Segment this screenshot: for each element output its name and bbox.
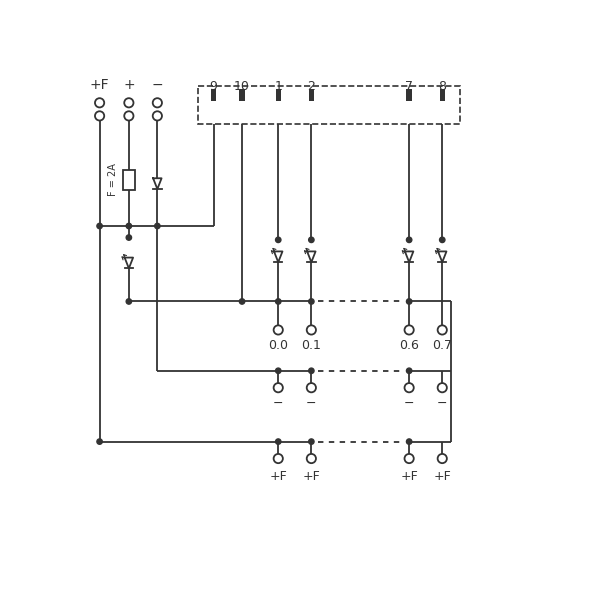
Text: 2: 2 <box>307 80 315 93</box>
Circle shape <box>126 223 131 229</box>
Circle shape <box>97 223 102 229</box>
Circle shape <box>437 454 447 463</box>
Circle shape <box>406 299 412 304</box>
Circle shape <box>275 439 281 444</box>
Circle shape <box>308 439 314 444</box>
Circle shape <box>275 237 281 242</box>
Circle shape <box>274 383 283 392</box>
Circle shape <box>406 439 412 444</box>
Circle shape <box>124 111 133 121</box>
Text: 0.6: 0.6 <box>399 339 419 352</box>
Circle shape <box>406 237 412 242</box>
Text: +F: +F <box>400 470 418 483</box>
Circle shape <box>275 368 281 373</box>
Bar <box>308 89 314 101</box>
Bar <box>440 89 445 101</box>
Bar <box>239 89 245 101</box>
Circle shape <box>124 98 133 107</box>
Circle shape <box>307 325 316 335</box>
Circle shape <box>308 237 314 242</box>
Circle shape <box>95 98 104 107</box>
Circle shape <box>308 299 314 304</box>
Circle shape <box>95 111 104 121</box>
Text: +F: +F <box>302 470 320 483</box>
FancyBboxPatch shape <box>198 86 460 124</box>
Circle shape <box>437 383 447 392</box>
Text: −: − <box>273 397 283 410</box>
Circle shape <box>307 383 316 392</box>
Text: 7: 7 <box>405 80 413 93</box>
Text: 9: 9 <box>209 80 217 93</box>
Text: −: − <box>404 397 415 410</box>
Circle shape <box>307 454 316 463</box>
Text: 0.1: 0.1 <box>301 339 321 352</box>
Bar <box>275 89 281 101</box>
Circle shape <box>155 223 160 229</box>
Text: +F: +F <box>90 78 109 92</box>
Bar <box>211 89 216 101</box>
Text: +F: +F <box>433 470 451 483</box>
Circle shape <box>404 325 414 335</box>
Circle shape <box>239 299 245 304</box>
Circle shape <box>97 439 102 444</box>
Circle shape <box>404 383 414 392</box>
Circle shape <box>440 237 445 242</box>
Text: −: − <box>437 397 448 410</box>
Circle shape <box>153 111 162 121</box>
Text: +F: +F <box>269 470 287 483</box>
Bar <box>123 170 135 190</box>
Circle shape <box>308 368 314 373</box>
Text: F = 2A: F = 2A <box>109 163 118 196</box>
Text: 0.0: 0.0 <box>268 339 288 352</box>
Text: −: − <box>306 397 317 410</box>
Circle shape <box>274 325 283 335</box>
Text: 1: 1 <box>274 80 282 93</box>
Circle shape <box>126 299 131 304</box>
Text: 10: 10 <box>234 80 250 93</box>
Circle shape <box>275 299 281 304</box>
Circle shape <box>404 454 414 463</box>
Circle shape <box>406 368 412 373</box>
Circle shape <box>437 325 447 335</box>
Circle shape <box>153 98 162 107</box>
Bar <box>406 89 412 101</box>
Circle shape <box>126 235 131 240</box>
Text: 8: 8 <box>438 80 446 93</box>
Text: −: − <box>152 78 163 92</box>
Text: +: + <box>123 78 134 92</box>
Circle shape <box>274 454 283 463</box>
Text: 0.7: 0.7 <box>432 339 452 352</box>
